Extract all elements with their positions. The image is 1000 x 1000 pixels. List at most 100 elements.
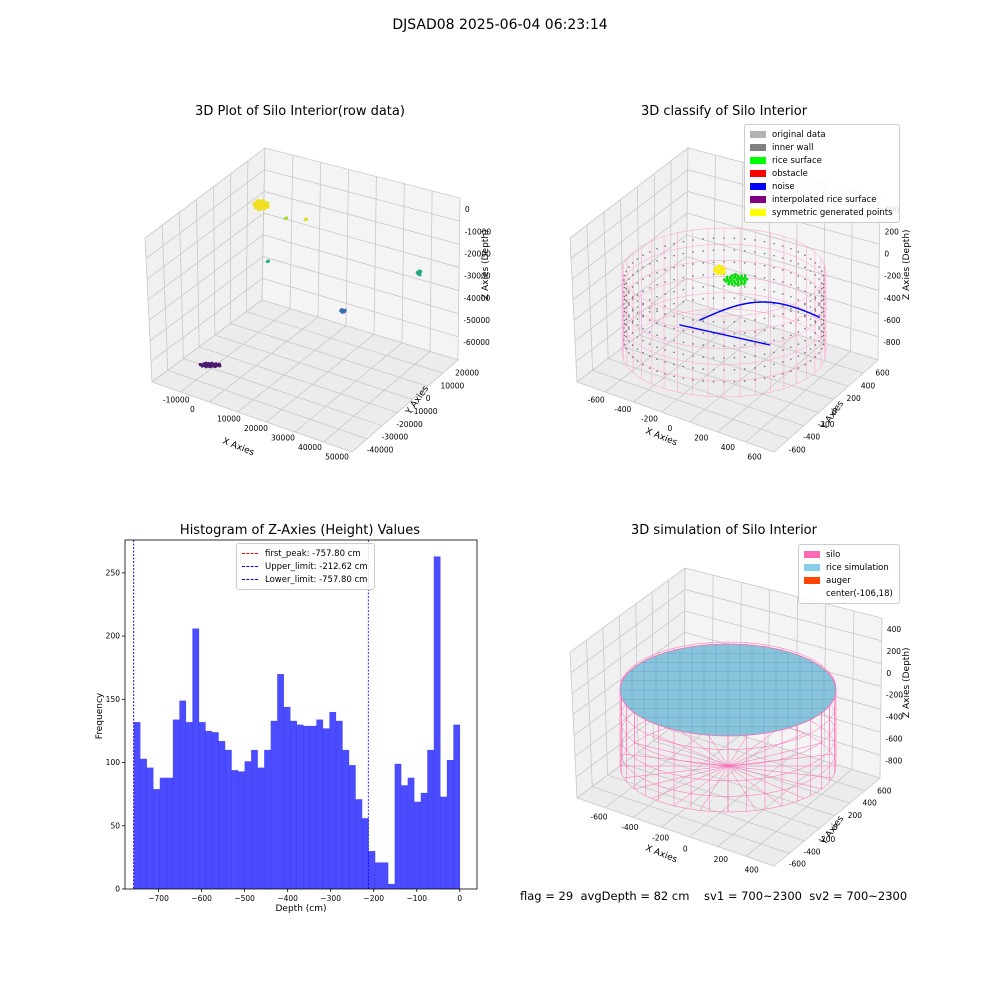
wall-point <box>648 319 651 321</box>
grid-line <box>686 277 879 338</box>
wall-point <box>656 259 658 262</box>
wall-point <box>664 373 667 375</box>
rice-point <box>736 274 740 277</box>
legend-item: original data <box>750 128 893 141</box>
wall-point <box>648 355 651 357</box>
wall-point <box>754 379 756 381</box>
wall-point <box>642 314 644 317</box>
wall-point <box>823 303 825 305</box>
legend-item: center(-106,18) <box>804 587 893 600</box>
wall-point <box>733 332 736 335</box>
wall-point <box>682 264 685 267</box>
symmetric-point <box>723 271 726 275</box>
histogram-bar <box>348 765 356 889</box>
grid-line <box>429 190 433 352</box>
wall-point <box>733 297 736 300</box>
raw-point <box>210 361 214 365</box>
wall-point <box>818 292 820 294</box>
histogram-bar <box>329 711 337 889</box>
wall-point <box>773 315 775 318</box>
wall-point <box>702 380 705 382</box>
histogram-bar <box>140 758 147 889</box>
grid-line <box>147 212 264 301</box>
legend-item: interpolated rice surface <box>750 193 893 206</box>
raw-point <box>198 362 202 367</box>
x-tick-label: −200 <box>363 894 384 903</box>
grid-line <box>262 277 459 338</box>
x-tick-label: −100 <box>406 894 427 903</box>
histogram-bar <box>381 862 389 889</box>
rice-point <box>733 275 737 278</box>
wall-point <box>656 334 658 337</box>
legend-label: Upper_limit: -212.62 cm <box>265 561 368 572</box>
histogram-bar <box>355 799 363 889</box>
wall-point <box>656 271 658 274</box>
raw-point <box>340 310 344 314</box>
raw-plot-title: 3D Plot of Silo Interior(row data) <box>195 104 405 119</box>
histogram-bar <box>251 749 258 889</box>
raw-point <box>253 205 257 210</box>
wall-point <box>623 274 626 277</box>
simulation-silo-wireframe <box>619 641 837 813</box>
wall-point <box>822 322 825 325</box>
raw-3d-plot: -100000100002000030000400005000020000100… <box>144 147 491 461</box>
histogram-bar <box>322 728 330 889</box>
histogram-bar <box>244 761 252 889</box>
z-tick-label: -400 <box>886 713 903 722</box>
rice-point <box>734 272 737 276</box>
x-tick-label: −600 <box>191 894 212 903</box>
wall-point <box>712 285 715 288</box>
wall-point <box>682 240 685 243</box>
wall-point <box>636 306 639 308</box>
raw-point <box>218 364 222 368</box>
wall-point <box>673 339 675 342</box>
wall-point <box>664 349 667 351</box>
histogram-bar <box>179 700 187 889</box>
wall-point <box>797 355 800 357</box>
wall-point <box>692 319 694 321</box>
histogram-bar <box>185 722 193 889</box>
y-tick-label: -20000 <box>396 420 423 429</box>
z-tick-label: 200 <box>887 647 902 656</box>
grid-line <box>604 308 714 393</box>
wall-point <box>733 261 736 264</box>
wall-point <box>743 320 746 322</box>
wall-point <box>623 322 626 325</box>
wall-point <box>631 308 634 310</box>
wall-point <box>818 326 820 328</box>
wall-point <box>712 368 715 371</box>
wall-point <box>642 363 644 366</box>
grid-line <box>603 212 609 359</box>
wall-point <box>656 295 658 298</box>
silo-floor-spoke <box>673 725 729 767</box>
grid-line <box>740 162 744 318</box>
x-tick-label: −300 <box>320 894 341 903</box>
wall-point <box>754 263 756 265</box>
legend-item: Upper_limit: -212.62 cm <box>242 560 368 573</box>
wall-point <box>682 329 685 332</box>
wall-point <box>648 275 651 277</box>
wall-point <box>712 249 715 252</box>
wall-point <box>682 365 685 368</box>
wall-point <box>623 295 626 298</box>
rice-point <box>736 283 740 287</box>
wall-point <box>631 286 634 288</box>
grid-line <box>575 277 687 362</box>
wall-point <box>823 315 825 317</box>
x-tick-label: 0 <box>190 405 195 414</box>
wall-point <box>625 299 627 302</box>
wall-point <box>656 307 658 310</box>
grid-line <box>687 212 880 268</box>
raw-point <box>340 308 344 312</box>
z-tick-label: -200 <box>886 691 903 700</box>
wall-point <box>625 330 627 333</box>
rice-point <box>734 282 738 286</box>
wall-point <box>773 327 775 330</box>
wall-point <box>822 298 825 301</box>
y-tick-label: 600 <box>875 369 890 378</box>
wall-point <box>797 251 800 253</box>
wall-point <box>821 330 823 333</box>
wall-point <box>743 344 746 346</box>
wall-point <box>692 343 694 345</box>
wall-point <box>809 324 812 326</box>
